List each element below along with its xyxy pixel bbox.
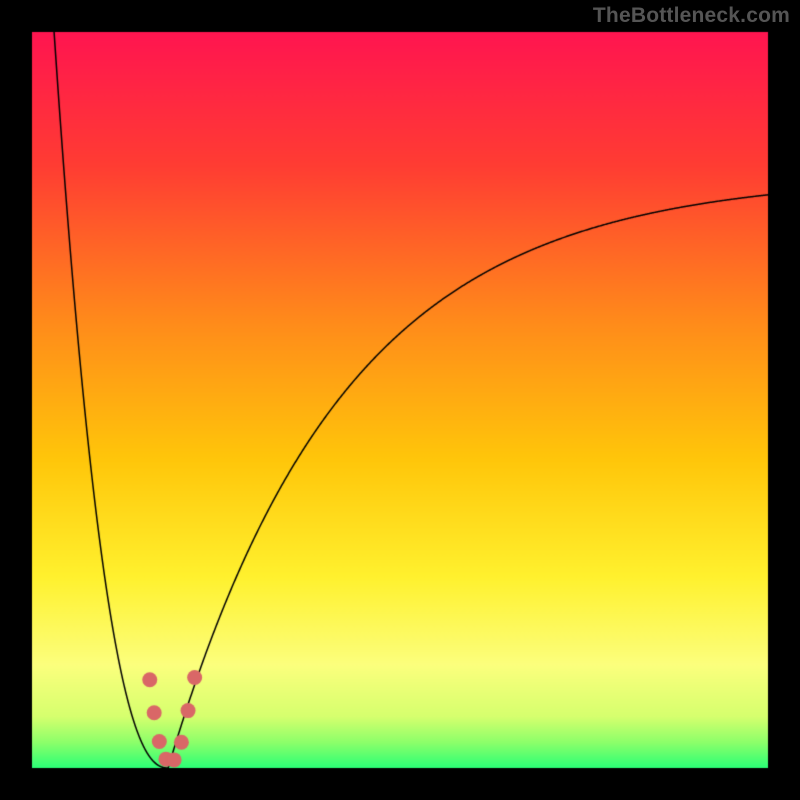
chart-stage: TheBottleneck.com	[0, 0, 800, 800]
watermark-text: TheBottleneck.com	[593, 4, 790, 28]
bottleneck-curve-chart	[0, 0, 800, 800]
